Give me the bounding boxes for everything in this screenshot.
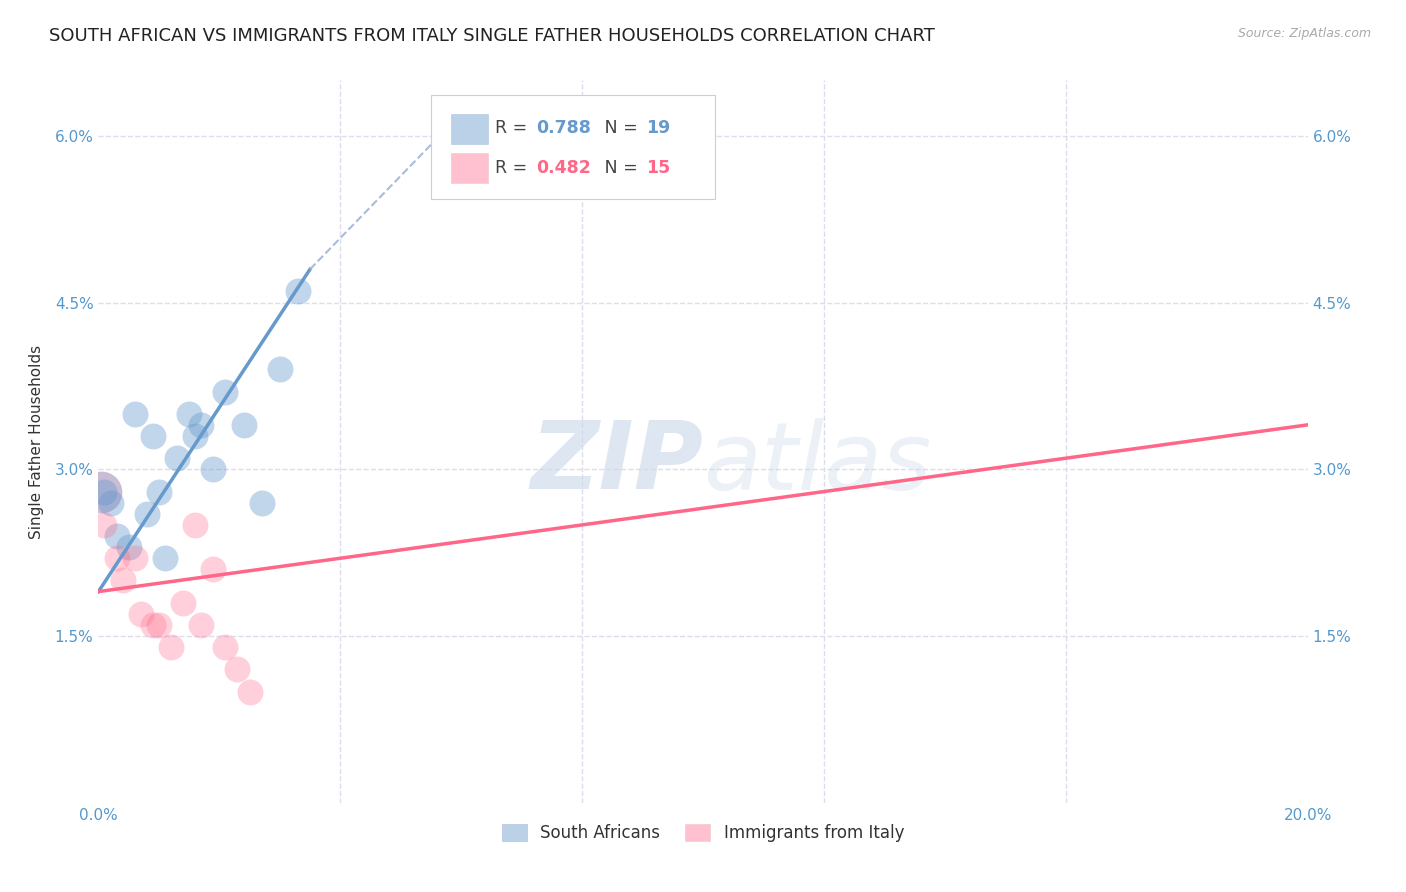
Point bbox=[202, 462, 225, 476]
Point bbox=[172, 596, 194, 610]
FancyBboxPatch shape bbox=[432, 95, 716, 200]
Point bbox=[90, 484, 112, 499]
Text: SOUTH AFRICAN VS IMMIGRANTS FROM ITALY SINGLE FATHER HOUSEHOLDS CORRELATION CHAR: SOUTH AFRICAN VS IMMIGRANTS FROM ITALY S… bbox=[49, 27, 935, 45]
Point bbox=[124, 407, 146, 421]
Text: 15: 15 bbox=[647, 159, 671, 177]
Point bbox=[111, 574, 134, 588]
Point bbox=[118, 540, 141, 554]
Point bbox=[232, 417, 254, 432]
Point bbox=[214, 640, 236, 655]
Point bbox=[93, 517, 115, 532]
Point bbox=[148, 618, 170, 632]
FancyBboxPatch shape bbox=[451, 153, 488, 183]
Point bbox=[214, 384, 236, 399]
Point bbox=[202, 562, 225, 576]
Text: R =: R = bbox=[495, 119, 533, 137]
Legend: South Africans, Immigrants from Italy: South Africans, Immigrants from Italy bbox=[495, 817, 911, 848]
Point bbox=[269, 362, 291, 376]
Text: R =: R = bbox=[495, 159, 533, 177]
Text: ZIP: ZIP bbox=[530, 417, 703, 509]
Point bbox=[166, 451, 188, 466]
Point bbox=[160, 640, 183, 655]
Text: Source: ZipAtlas.com: Source: ZipAtlas.com bbox=[1237, 27, 1371, 40]
Point bbox=[153, 551, 176, 566]
Point bbox=[124, 551, 146, 566]
Point bbox=[239, 684, 262, 698]
FancyBboxPatch shape bbox=[451, 113, 488, 144]
Point bbox=[90, 484, 112, 499]
Point bbox=[226, 662, 249, 676]
Point bbox=[142, 618, 165, 632]
Point bbox=[250, 496, 273, 510]
Point bbox=[105, 529, 128, 543]
Point bbox=[135, 507, 157, 521]
Point bbox=[129, 607, 152, 621]
Text: 19: 19 bbox=[647, 119, 671, 137]
Text: N =: N = bbox=[588, 159, 644, 177]
Point bbox=[105, 551, 128, 566]
Point bbox=[184, 429, 207, 443]
Y-axis label: Single Father Households: Single Father Households bbox=[28, 344, 44, 539]
Point bbox=[148, 484, 170, 499]
Point bbox=[184, 517, 207, 532]
Point bbox=[142, 429, 165, 443]
Text: 0.482: 0.482 bbox=[536, 159, 591, 177]
Text: atlas: atlas bbox=[703, 417, 931, 508]
Text: N =: N = bbox=[588, 119, 644, 137]
Point bbox=[190, 417, 212, 432]
Point bbox=[179, 407, 201, 421]
Point bbox=[287, 285, 309, 299]
Text: 0.788: 0.788 bbox=[536, 119, 591, 137]
Point bbox=[93, 484, 115, 499]
Point bbox=[190, 618, 212, 632]
Point bbox=[100, 496, 122, 510]
